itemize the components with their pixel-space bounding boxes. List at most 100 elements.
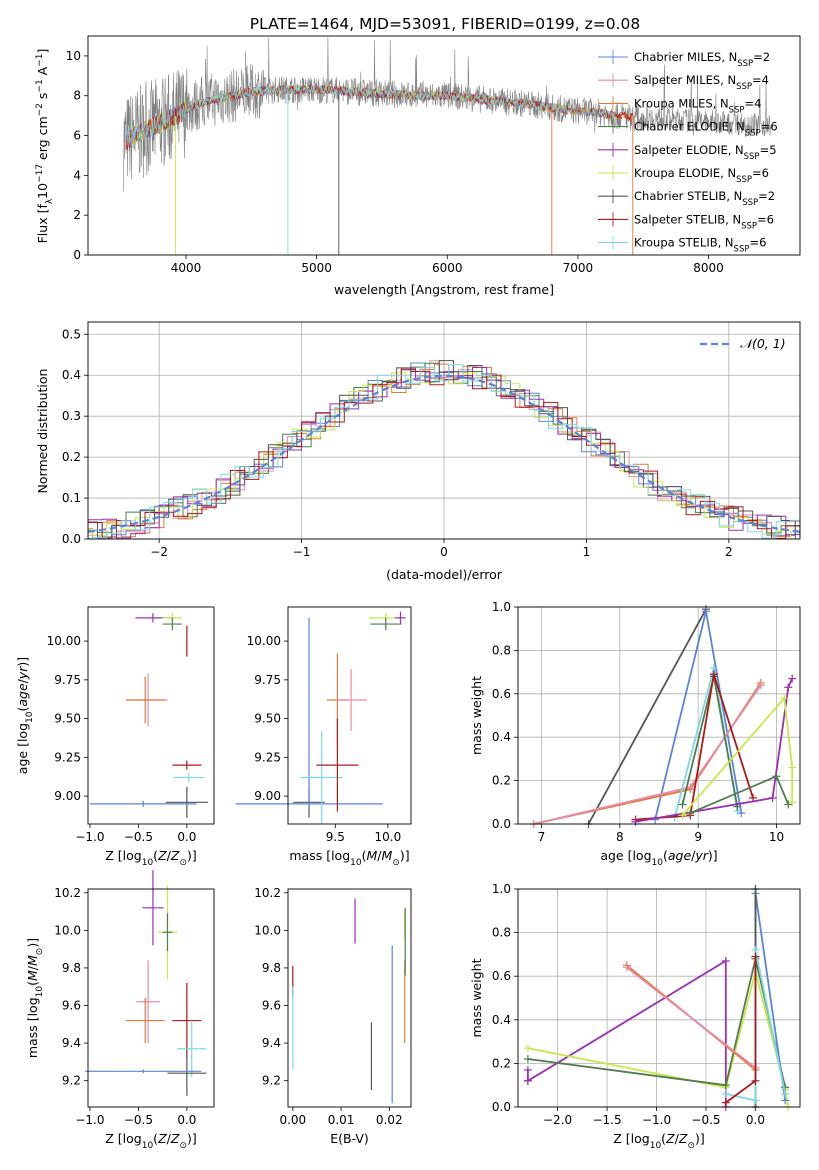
massweight_vs_Z-xlabel-part: ( <box>661 1131 666 1146</box>
legend-label-tail: =5 <box>760 143 777 157</box>
y-tick-label: 10.00 <box>47 634 81 648</box>
x-tick-label: 0 <box>440 545 448 559</box>
errorbar-point <box>136 960 160 1044</box>
errorbar-point <box>235 800 383 807</box>
legend-label-sub: SSP <box>736 82 752 92</box>
mass-weight-marker <box>678 800 687 809</box>
age_vs_Z-ylabel-part: ( <box>15 707 30 712</box>
mass-weight-marker <box>784 800 793 809</box>
x-tick-label: 0.02 <box>376 1113 403 1127</box>
y-tick-label: 10.0 <box>254 923 281 937</box>
age_vs_mass-xlabel-part: ( <box>362 848 367 863</box>
mass-weight-marker <box>788 798 797 807</box>
residual-histogram <box>88 362 800 534</box>
mass-weight-marker <box>751 1076 760 1085</box>
legend-label: Salpeter STELIB, NSSP=6 <box>634 212 774 231</box>
x-tick-label: −1.0 <box>642 1113 671 1127</box>
spectrum-ylabel-part: 10 <box>35 183 50 199</box>
mass-weight-line <box>587 608 707 825</box>
massweight_vs_age-xlabel-part: 10 <box>652 858 664 868</box>
legend-label-tail: =2 <box>753 50 770 64</box>
age_vs_Z-ylabel-part: yr <box>15 666 30 680</box>
legend-label-sub: SSP <box>736 175 752 185</box>
massweight_vs_Z-xlabel-part: Z <box>678 1131 688 1146</box>
legend-label-tail: =6 <box>752 166 769 180</box>
mass-weight-marker <box>709 670 718 679</box>
y-tick-label: 0.2 <box>492 774 511 788</box>
errorbar-point <box>165 786 209 818</box>
errorbar-point <box>172 982 202 1059</box>
y-tick-label: 0.0 <box>62 532 81 546</box>
spectrum-model-line <box>125 85 618 146</box>
y-tick-label: 0.4 <box>492 1013 511 1027</box>
mass_vs_Z-ylabel-part: M <box>25 955 40 966</box>
spectrum-ylabel-part: −1 <box>35 54 45 67</box>
residual-histogram <box>88 360 800 539</box>
mass_vs_Z-ylabel-part: M <box>25 970 40 981</box>
mass_vs_Z-ylabel: mass [log10(M/M⊙)] <box>25 938 45 1058</box>
age_vs_Z-xlabel-part: / <box>167 848 172 863</box>
y-tick-label: 10 <box>66 49 81 63</box>
mass-weight-marker <box>780 694 789 703</box>
age_vs_mass-xlabel-part: mass [log <box>289 848 350 863</box>
age_vs_mass-xlabel-part: ⊙ <box>392 858 400 868</box>
massweight_vs_age-xlabel: age [log10(age/yr)] <box>600 848 717 868</box>
errorbar-point <box>125 676 165 724</box>
legend-label: Salpeter ELODIE, NSSP=5 <box>634 143 777 162</box>
x-tick-label: 6000 <box>432 261 463 275</box>
x-tick-label: 1 <box>583 545 591 559</box>
errorbar-point <box>300 731 343 824</box>
y-tick-label: 9.4 <box>262 1036 281 1050</box>
legend-label-sub: SSP <box>741 221 757 231</box>
y-tick-label: 0.8 <box>492 926 511 940</box>
mass_vs_Z-xlabel-part: Z <box>170 1131 180 1146</box>
y-tick-label: 9.75 <box>254 673 281 687</box>
y-tick-label: 0.3 <box>62 409 81 423</box>
x-tick-label: −1 <box>293 545 311 559</box>
age_vs_Z-ylabel-part: age [log <box>15 723 30 774</box>
legend-label-text: Kroupa MILES, N <box>634 96 729 110</box>
legend-label: Kroupa MILES, NSSP=4 <box>634 96 761 115</box>
legend-label: Kroupa ELODIE, NSSP=6 <box>634 166 769 185</box>
legend-label-tail: =4 <box>752 73 769 87</box>
spectrum-ylabel-part: s <box>35 93 50 104</box>
errorbar-point <box>177 1020 207 1077</box>
legend-label-text: Chabrier STELIB, N <box>634 189 742 203</box>
mass_vs_Z-ylabel-part: )] <box>25 938 40 948</box>
x-tick-label: −1.0 <box>75 830 104 844</box>
y-tick-label: 9.75 <box>54 673 81 687</box>
legend-label-text: Chabrier ELODIE, N <box>634 120 745 134</box>
y-tick-label: 0.1 <box>62 491 81 505</box>
mass-weight-marker <box>523 1065 532 1074</box>
mass-weight-marker <box>756 681 765 690</box>
y-tick-label: 9.50 <box>254 712 281 726</box>
mass-weight-marker <box>788 763 797 772</box>
x-tick-label: 9.5 <box>326 830 345 844</box>
residual-histogram <box>88 369 800 539</box>
mass_vs_Z-ylabel-part: 10 <box>35 986 45 998</box>
legend-label-tail: =2 <box>758 189 775 203</box>
age_vs_mass-xlabel-part: M <box>367 848 378 863</box>
y-tick-label: 10.2 <box>54 886 81 900</box>
y-tick-label: 0.2 <box>62 450 81 464</box>
mass_vs_EBV-xlabel: E(B-V) <box>330 1131 369 1146</box>
x-tick-label: 10 <box>769 830 784 844</box>
mass_vs_Z-xlabel-part: / <box>167 1131 172 1146</box>
errorbar-point <box>142 870 164 946</box>
massweight_vs_age-xlabel-part: ( <box>663 848 668 863</box>
legend-label-text: Salpeter STELIB, N <box>634 212 741 226</box>
mass_vs_Z-xlabel-part: ( <box>153 1131 158 1146</box>
figure-title: PLATE=1464, MJD=53091, FIBERID=0199, z=0… <box>250 15 640 33</box>
y-tick-label: 0.8 <box>492 643 511 657</box>
spectrum-ylabel-part: −2 <box>35 103 45 116</box>
age_vs_Z-xlabel-part: Z <box>157 848 167 863</box>
age_vs_mass-xlabel-part: )] <box>400 848 410 863</box>
age_vs_mass-axes: 9.5 10.0 9.00 9.25 9.50 9.75 10.00 <box>247 634 402 844</box>
mass-weight-line <box>626 966 757 1069</box>
y-tick-label: 9.8 <box>262 961 281 975</box>
spectrum-ylabel-part: λ <box>45 198 55 204</box>
mass-weight-marker <box>781 1089 790 1098</box>
y-tick-label: 9.25 <box>54 750 81 764</box>
age_vs_Z-xlabel-part: 10 <box>142 858 154 868</box>
